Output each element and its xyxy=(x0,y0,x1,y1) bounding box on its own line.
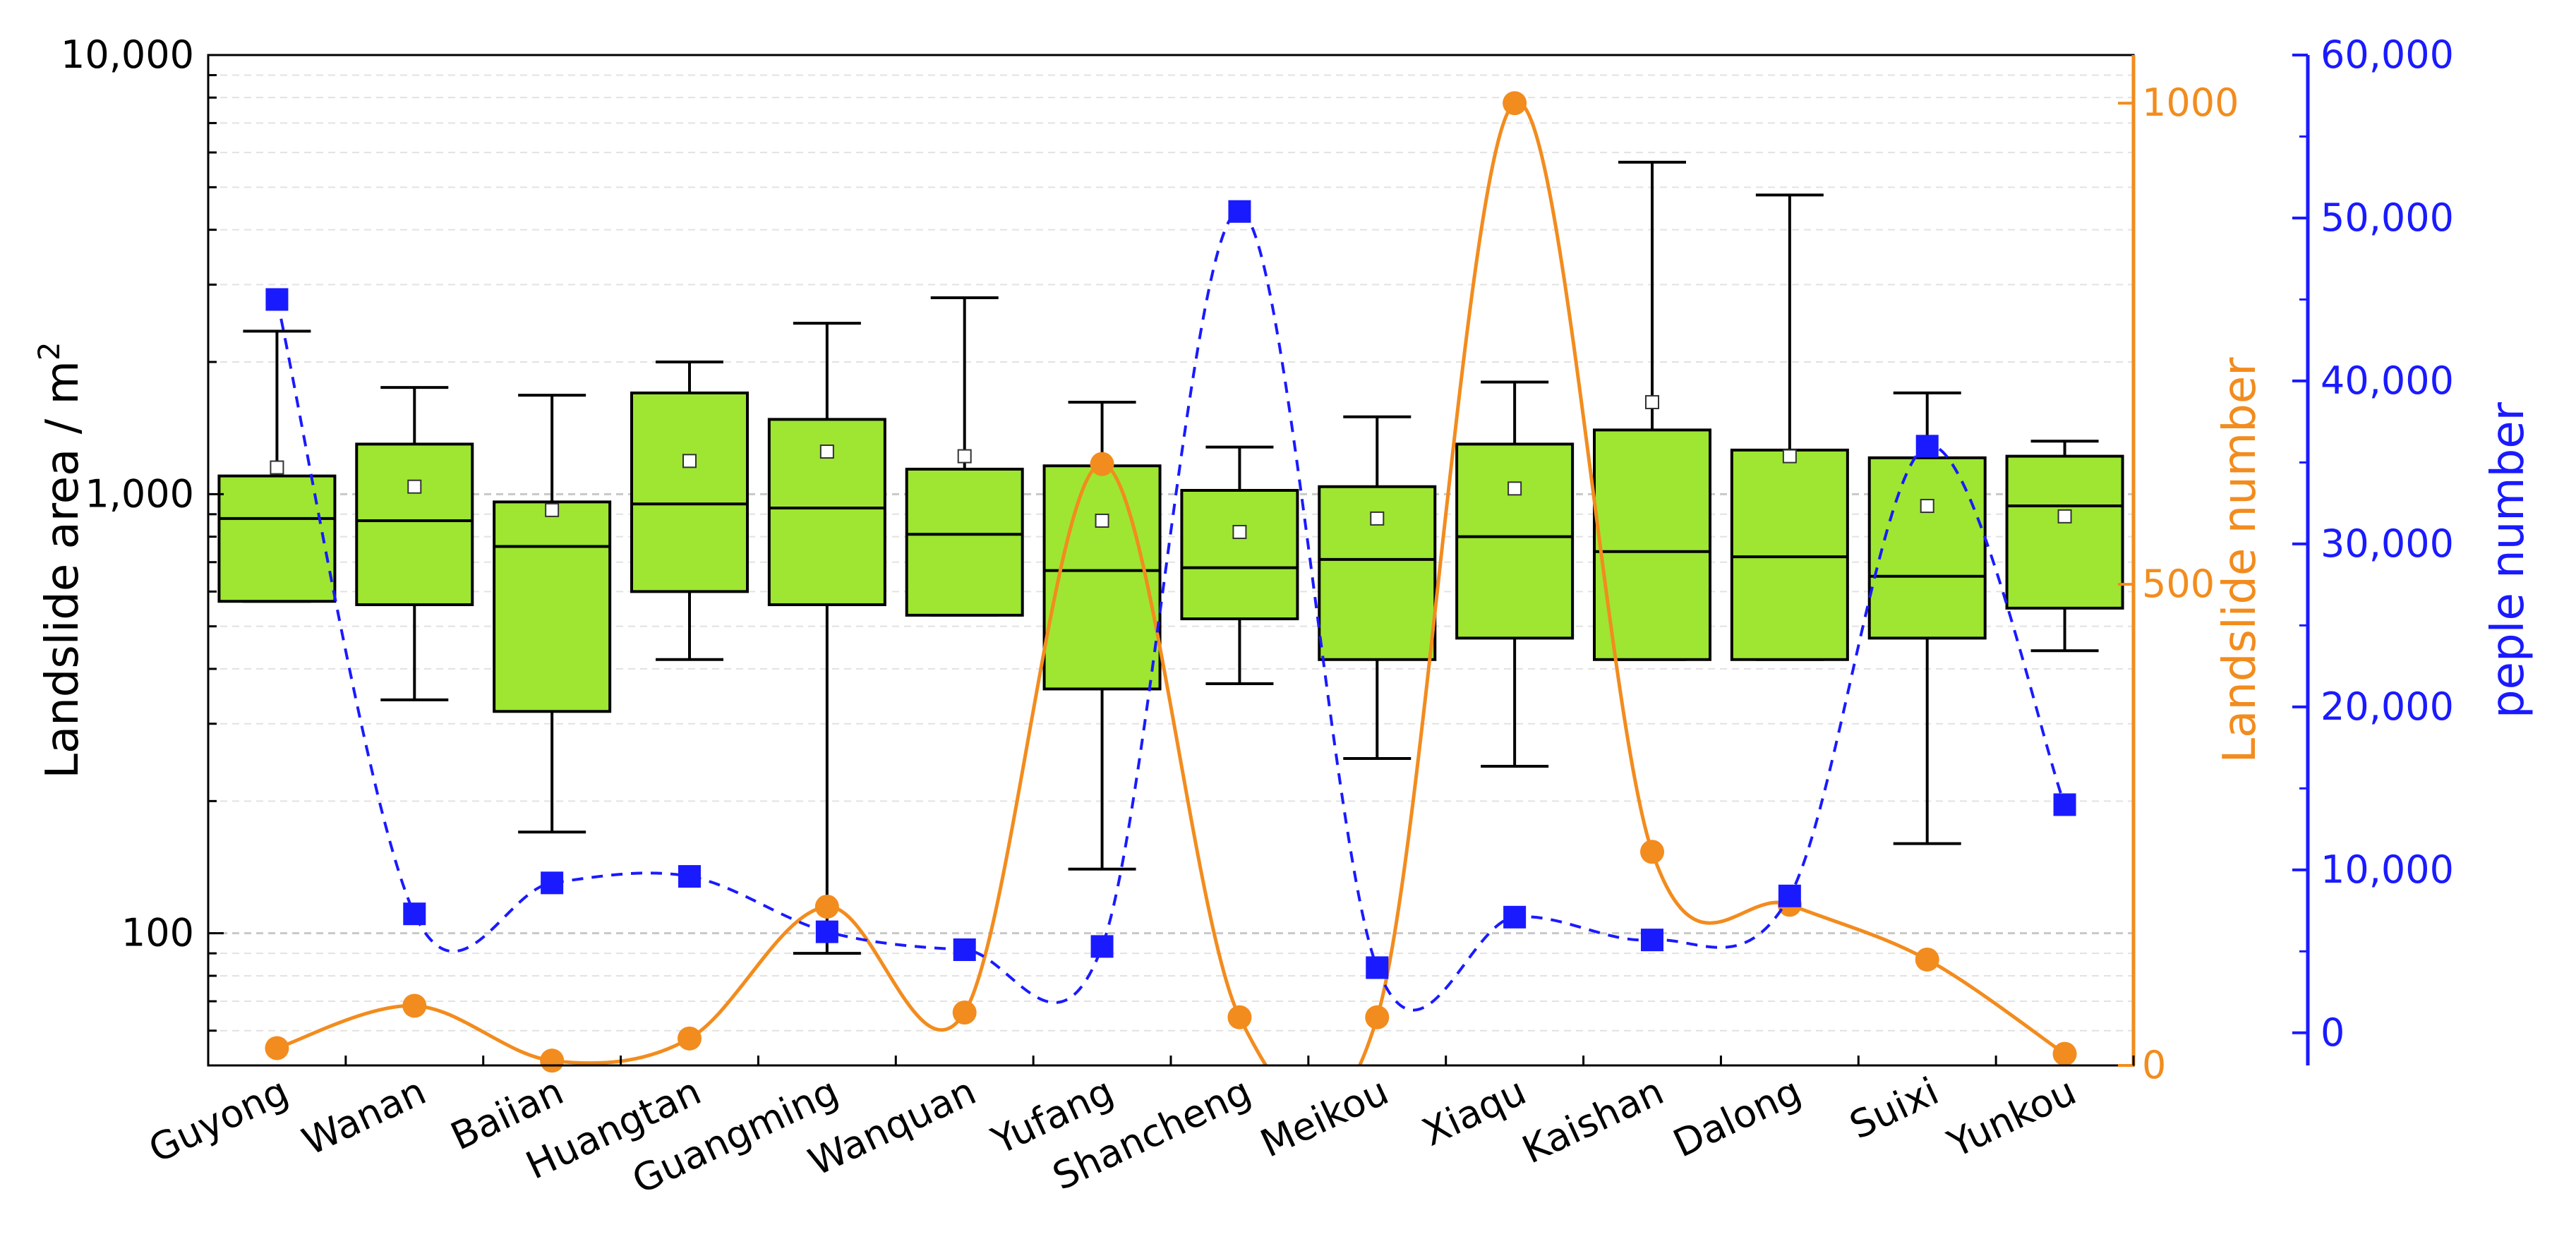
series-peple-number xyxy=(265,200,2076,1012)
series-point xyxy=(402,993,427,1018)
series-point xyxy=(540,1048,565,1073)
series-point xyxy=(1778,884,1801,907)
series-point xyxy=(1365,1005,1390,1029)
box-xiaqu xyxy=(1455,380,1575,768)
box-kaishan xyxy=(1593,160,1711,661)
box-mean-marker xyxy=(1920,499,1934,514)
series-point xyxy=(678,1026,702,1051)
box-mean-marker xyxy=(1507,481,1522,496)
box-guangming xyxy=(767,322,886,955)
box-mean-marker xyxy=(1232,524,1247,539)
series-point xyxy=(2052,1041,2077,1066)
series-landslide-number xyxy=(265,91,2077,1073)
box-mean-marker xyxy=(1782,449,1797,464)
box-mean-marker xyxy=(407,479,422,494)
box-mean-marker xyxy=(270,460,284,475)
box-mean-marker xyxy=(1645,394,1659,409)
series-point xyxy=(1228,200,1251,223)
box-wanquan xyxy=(905,296,1024,617)
series-point xyxy=(541,871,564,895)
series-point xyxy=(1090,935,1114,958)
series-point xyxy=(265,1036,289,1060)
series-point xyxy=(2053,793,2076,816)
box-mean-marker xyxy=(545,502,560,517)
series-point xyxy=(678,865,701,888)
box-body xyxy=(630,391,749,593)
box-body xyxy=(1593,428,1711,661)
right-axis-1-label: Landslide number xyxy=(2214,357,2266,763)
series-point xyxy=(953,938,976,962)
box-guyong xyxy=(217,330,337,603)
left-axis-label: Landslide area / m2 xyxy=(32,342,89,778)
box-huangtan xyxy=(630,360,749,661)
left-axis-tick-label: 100 xyxy=(121,911,194,955)
right-axis-2-tick-label: 0 xyxy=(2321,1010,2345,1055)
box-body xyxy=(1730,448,1849,661)
series-point xyxy=(1503,905,1527,929)
series-point xyxy=(1503,91,1527,116)
left-axis-label-superscript: 2 xyxy=(32,342,66,361)
box-body xyxy=(1455,442,1575,640)
left-axis-tick-label: 10,000 xyxy=(61,32,194,77)
series-point xyxy=(1366,956,1389,979)
series-point xyxy=(952,1000,977,1025)
right-axis-1-tick-label: 500 xyxy=(2142,562,2215,606)
box-series xyxy=(217,160,2124,955)
box-body xyxy=(1042,464,1162,691)
line-series xyxy=(265,91,2077,1073)
right-axis-2-tick-label: 30,000 xyxy=(2321,521,2454,566)
box-dalong xyxy=(1730,193,1849,661)
box-body xyxy=(2005,454,2124,610)
box-mean-marker xyxy=(2057,509,2072,524)
box-body xyxy=(905,467,1024,617)
right-axis-2-tick-label: 20,000 xyxy=(2321,684,2454,729)
series-point xyxy=(1641,929,1663,952)
box-shancheng xyxy=(1180,445,1299,686)
box-baiian xyxy=(493,394,612,834)
series-point xyxy=(815,920,838,943)
right-axis-2-label: peple number xyxy=(2482,401,2534,718)
right-axis-2-tick-label: 10,000 xyxy=(2321,847,2454,892)
right-axis-2-tick-label: 40,000 xyxy=(2321,358,2454,403)
left-axis-tick-label: 1,000 xyxy=(85,471,194,516)
series-point xyxy=(1640,840,1664,864)
box-body xyxy=(217,474,337,603)
series-point xyxy=(1915,435,1939,458)
box-body xyxy=(493,500,612,713)
series-point xyxy=(814,894,839,919)
box-body xyxy=(1180,488,1299,621)
series-point xyxy=(1227,1005,1252,1029)
box-yunkou xyxy=(2005,440,2124,653)
series-point xyxy=(1090,452,1114,476)
right-axis-2-tick-label: 50,000 xyxy=(2321,195,2454,240)
box-meikou xyxy=(1318,415,1437,761)
series-point xyxy=(1915,947,1939,972)
box-wanan xyxy=(355,386,474,701)
box-body xyxy=(355,442,474,607)
series-point xyxy=(265,288,289,311)
right-axis-2-tick-label: 60,000 xyxy=(2321,32,2454,77)
box-mean-marker xyxy=(682,454,697,469)
box-mean-marker xyxy=(1095,513,1109,528)
box-mean-marker xyxy=(957,449,972,464)
box-mean-marker xyxy=(819,445,834,459)
box-mean-marker xyxy=(1370,511,1385,526)
right-axis-1-tick-label: 0 xyxy=(2142,1043,2166,1087)
box-body xyxy=(1867,456,1987,640)
series-point xyxy=(403,902,426,926)
right-axis-1-tick-label: 1000 xyxy=(2142,80,2239,125)
